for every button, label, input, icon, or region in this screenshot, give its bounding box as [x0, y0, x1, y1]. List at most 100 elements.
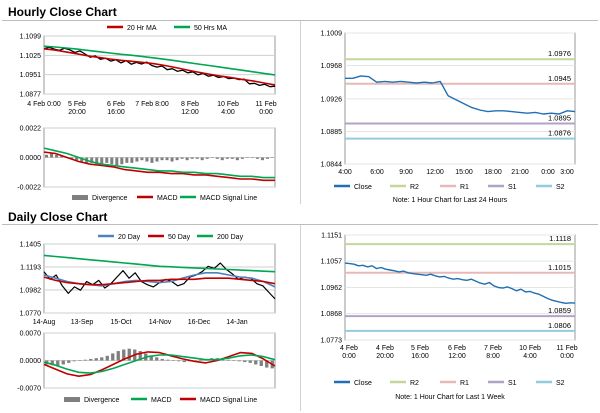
- hourly-pivot-legend-r2-label: R2: [410, 184, 419, 191]
- daily-divergence-bar: [94, 358, 98, 361]
- hourly-divergence-bar: [55, 154, 59, 158]
- daily_macd-ytick: -0.0070: [17, 386, 41, 393]
- hourly-pivot-xtick: 9:00: [399, 169, 413, 176]
- hourly-divergence-bar: [265, 157, 269, 159]
- hourly_pivots-ytick: 1.0968: [321, 63, 343, 70]
- hourly-divergence-bar: [160, 157, 164, 161]
- hourly-divergence-bar: [260, 157, 264, 161]
- daily-divergence-bar: [182, 360, 186, 363]
- hourly-price-xtick: 6 Feb 16:00: [107, 101, 125, 116]
- hourly-macd-line: [43, 151, 275, 182]
- hourly-divergence-bar: [240, 157, 244, 159]
- daily-divergence-bar: [116, 351, 120, 361]
- daily-legend-200day-label: 200 Day: [217, 234, 244, 241]
- daily-macd-line: [43, 351, 276, 378]
- hourly-divergence-bar: [130, 157, 134, 163]
- hourly_price-ytick: 1.1099: [20, 34, 42, 41]
- daily_price-ytick: 1.0982: [20, 287, 42, 294]
- daily-divergence-bar: [237, 360, 241, 362]
- daily-pivot-xtick-line: 6 Feb: [448, 345, 466, 352]
- daily-divergence-bar: [160, 358, 164, 361]
- hourly-divergence-bar: [190, 157, 194, 159]
- hourly-pivot-legend-r1-label: R1: [460, 184, 469, 191]
- daily-pivot-level-label-r2: 1.1118: [549, 234, 571, 243]
- daily-divergence-bar: [226, 359, 230, 361]
- daily-divergence-bar: [265, 360, 269, 368]
- hourly-pivot-level-label-s1: 1.0895: [548, 114, 571, 123]
- daily-pivot-legend-close-label: Close: [354, 380, 372, 387]
- daily-pivot-xtick-line: 4:00: [523, 353, 537, 360]
- daily-divergence-bar: [199, 359, 203, 361]
- daily-pivot-xtick-line: 4 Feb: [340, 345, 358, 352]
- daily-macd-legend-divergence-label: Divergence: [84, 397, 120, 404]
- daily-pivot-xtick-line: 12:00: [448, 353, 466, 360]
- daily-series-200-day: [43, 254, 276, 273]
- hourly-legend-50hr-label: 50 Hrs MA: [194, 25, 227, 32]
- hourly-pivot-xtick: 15:00: [455, 169, 473, 176]
- daily_pivots-ytick: 1.1057: [321, 259, 343, 266]
- hourly-price-xtick-line: 4:00: [221, 109, 235, 116]
- daily-divergence-bar: [61, 360, 65, 365]
- daily-divergence-bar: [78, 360, 82, 361]
- hourly-pivot-xtick: 18:00: [484, 169, 502, 176]
- hourly-divergence-bar: [180, 157, 184, 159]
- hourly-divergence-bar: [235, 157, 239, 161]
- hourly-divergence-bar: [225, 157, 229, 159]
- daily-divergence-bar: [248, 360, 252, 363]
- daily-pivot-xtick: 4 Feb 0:00: [340, 345, 358, 360]
- hourly-pivot-xtick: 6:00: [370, 169, 384, 176]
- hourly-price-xtick: 11 Feb 0:00: [255, 101, 276, 116]
- daily-macd-legend-divergence-swatch: [64, 397, 80, 402]
- daily-pivot-xtick: 7 Feb 8:00: [484, 345, 502, 360]
- hourly-pivot-legend-s2-label: S2: [556, 184, 565, 191]
- hourly-price-xtick-line: 0:00: [259, 109, 273, 116]
- hourly-divergence-bar: [80, 157, 84, 162]
- hourly-divergence-bar: [95, 157, 99, 165]
- hourly-divergence-bar: [145, 157, 149, 162]
- daily_macd-ytick: 0.0070: [20, 331, 42, 338]
- daily-pivot-xtick-line: 0:00: [560, 353, 574, 360]
- hourly-price-xtick: 10 Feb 4:00: [217, 101, 239, 116]
- daily-pivot-xtick: 11 Feb 0:00: [556, 345, 577, 360]
- hourly-divergence-bar: [165, 157, 169, 161]
- hourly-price-xtick-line: 16:00: [107, 109, 125, 116]
- hourly_macd-ytick: 0.0000: [20, 155, 42, 162]
- hourly-macd-legend-divergence-label: Divergence: [92, 195, 128, 202]
- hourly-pivot-xtick: 4:00: [338, 169, 352, 176]
- hourly-divergence-bar: [90, 157, 94, 163]
- hourly_pivots-ytick: 1.0885: [321, 129, 343, 136]
- hourly-divergence-bar: [210, 157, 214, 158]
- hourly-macd-signal-line: [43, 147, 275, 179]
- daily-pivot-legend-r1-label: R1: [460, 380, 469, 387]
- hourly-price-xtick: 4 Feb 0:00: [27, 101, 61, 108]
- hourly-divergence-bar: [200, 157, 204, 161]
- daily-pivot-xtick-line: 5 Feb: [411, 345, 429, 352]
- hourly-pivot-close-line: [345, 75, 576, 115]
- daily-macd-legend-macd-label: MACD: [151, 397, 172, 404]
- daily-divergence-bar: [56, 360, 60, 366]
- daily-pivot-level-label-s1: 1.0859: [548, 306, 571, 315]
- hourly-pivot-level-label-r2: 1.0976: [548, 49, 571, 58]
- daily_pivots-ytick: 1.1151: [321, 233, 342, 240]
- hourly-divergence-bar: [155, 157, 159, 162]
- hourly_pivots-ytick: 1.1009: [321, 31, 343, 38]
- hourly-pivot-legend-close-label: Close: [354, 184, 372, 191]
- hourly-pivot-xtick: 0:00: [541, 169, 555, 176]
- daily-divergence-bar: [232, 360, 236, 361]
- hourly-legend-20hr-label: 20 Hr MA: [127, 25, 157, 32]
- hourly-divergence-bar: [75, 157, 79, 161]
- hourly-price-xtick-line: 6 Feb: [107, 101, 125, 108]
- hourly-divergence-bar: [150, 157, 154, 163]
- vertical-divider-bottom: [300, 225, 301, 411]
- hourly_pivots-ytick: 1.0844: [321, 162, 343, 169]
- hourly-divergence-bar: [105, 157, 109, 163]
- hourly-divergence-bar: [230, 157, 234, 159]
- hourly-divergence-bar: [125, 157, 129, 163]
- hourly-divergence-bar: [45, 154, 49, 158]
- hourly-price-xtick-line: 5 Feb: [68, 101, 86, 108]
- hourly-divergence-bar: [70, 157, 74, 159]
- hourly_pivots-ytick: 1.0926: [321, 96, 343, 103]
- hourly-divergence-bar: [120, 157, 124, 165]
- daily-pivot-xtick-line: 10 Feb: [519, 345, 541, 352]
